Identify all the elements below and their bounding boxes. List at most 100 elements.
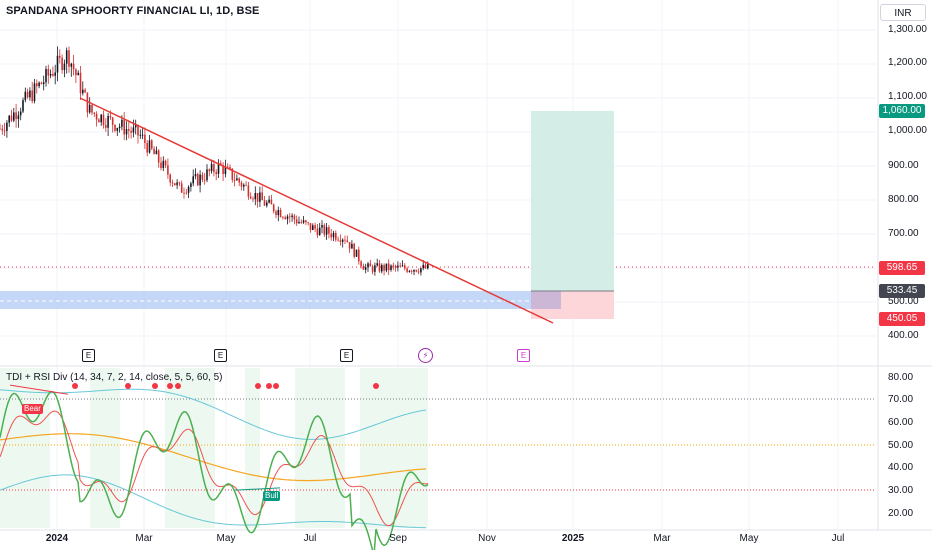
candle-body: [256, 192, 259, 202]
time-label: Mar: [135, 533, 153, 544]
candle-body: [56, 55, 59, 73]
candle-body: [111, 117, 114, 125]
candle-body: [137, 125, 139, 136]
candle-body: [387, 263, 390, 271]
candle-body: [305, 220, 307, 223]
bear-divergence-marker: [175, 383, 181, 389]
candle-body: [95, 113, 98, 120]
earnings-event-icon[interactable]: E: [82, 349, 95, 362]
candle-body: [272, 204, 275, 212]
candle-body: [240, 182, 243, 187]
bear-divergence-marker: [152, 383, 158, 389]
future-earnings-icon[interactable]: E: [517, 349, 530, 362]
time-label: May: [739, 533, 759, 544]
last-price-tag: 598.65: [879, 261, 925, 275]
time-label: Jul: [831, 533, 845, 544]
price-label: 800.00: [888, 194, 919, 205]
candle-body: [270, 199, 273, 205]
candle-body: [243, 184, 245, 187]
lightning-icon[interactable]: ⚡: [418, 348, 433, 363]
candle-body: [325, 227, 328, 235]
candle-body: [344, 239, 346, 241]
candle-body: [153, 148, 155, 155]
tdi-lines: [0, 383, 429, 550]
candle-body: [118, 126, 121, 128]
candle-body: [102, 114, 105, 125]
indicator-axis-label: 70.00: [888, 394, 914, 405]
candle-body: [176, 182, 178, 186]
candle-body: [128, 128, 130, 131]
candle-body: [249, 196, 252, 199]
candle-body: [116, 127, 119, 131]
bear-divergence-marker: [255, 383, 261, 389]
bull-divergence-line: [234, 487, 281, 491]
candle-body: [392, 265, 395, 267]
earnings-event-icon[interactable]: E: [340, 349, 353, 362]
currency-button[interactable]: INR: [880, 4, 926, 21]
candle-body: [72, 63, 75, 70]
candle-body: [107, 116, 109, 128]
candle-body: [351, 243, 353, 249]
price-label: 1,100.00: [888, 91, 927, 102]
candle-body: [252, 198, 254, 200]
candle-body: [75, 69, 77, 76]
candle-body: [406, 268, 408, 272]
candle-body: [13, 112, 15, 121]
candle-body: [399, 265, 401, 267]
candle-body: [91, 104, 93, 113]
candle-body: [59, 55, 61, 58]
candle-body: [417, 271, 420, 273]
entry-price-tag: 533.45: [879, 284, 925, 298]
candle-body: [192, 176, 194, 184]
candle-body: [282, 216, 284, 218]
candle-body: [266, 202, 268, 206]
candle-body: [19, 111, 22, 116]
support-zone[interactable]: [0, 291, 560, 309]
candle-body: [26, 91, 29, 98]
candle-body: [360, 261, 362, 267]
candle-body: [164, 160, 167, 166]
candle-body: [358, 249, 360, 262]
candle-body: [339, 240, 342, 242]
candle-body: [45, 69, 47, 83]
profit-zone[interactable]: [531, 111, 614, 291]
candle-body: [362, 266, 365, 270]
bear-divergence-marker: [125, 383, 131, 389]
candle-body: [231, 168, 234, 181]
candle-body: [185, 192, 188, 194]
candle-body: [33, 83, 36, 102]
candle-body: [424, 264, 427, 269]
candle-body: [318, 227, 321, 236]
indicator-bullish-zone: [90, 368, 120, 528]
candle-body: [155, 150, 158, 155]
price-label: 1,300.00: [888, 24, 927, 35]
bear-divergence-marker: [167, 383, 173, 389]
candle-body: [420, 268, 422, 273]
earnings-event-icon[interactable]: E: [214, 349, 227, 362]
candle-body: [98, 119, 100, 123]
candle-body: [312, 225, 314, 230]
candle-body: [174, 183, 176, 186]
indicator-axis-label: 40.00: [888, 462, 914, 473]
candle-body: [36, 83, 38, 87]
candle-body: [245, 184, 247, 186]
candle-body: [148, 140, 151, 153]
candle-body: [63, 63, 66, 71]
candle-body: [422, 264, 424, 269]
candle-body: [341, 239, 344, 242]
candle-body: [413, 269, 415, 272]
candle-body: [171, 182, 174, 184]
indicator-title[interactable]: TDI + RSI Div (14, 34, 7, 2, 14, close, …: [6, 372, 223, 383]
candle-body: [125, 128, 128, 135]
candle-body: [408, 270, 411, 272]
candle-body: [321, 225, 323, 228]
candle-body: [203, 179, 206, 181]
bear-divergence-marker: [72, 383, 78, 389]
candle-body: [157, 150, 160, 163]
candle-body: [355, 249, 358, 257]
trend-line[interactable]: [79, 97, 554, 324]
candle-body: [289, 216, 291, 218]
candle-body: [383, 265, 385, 271]
candle-body: [38, 82, 40, 87]
